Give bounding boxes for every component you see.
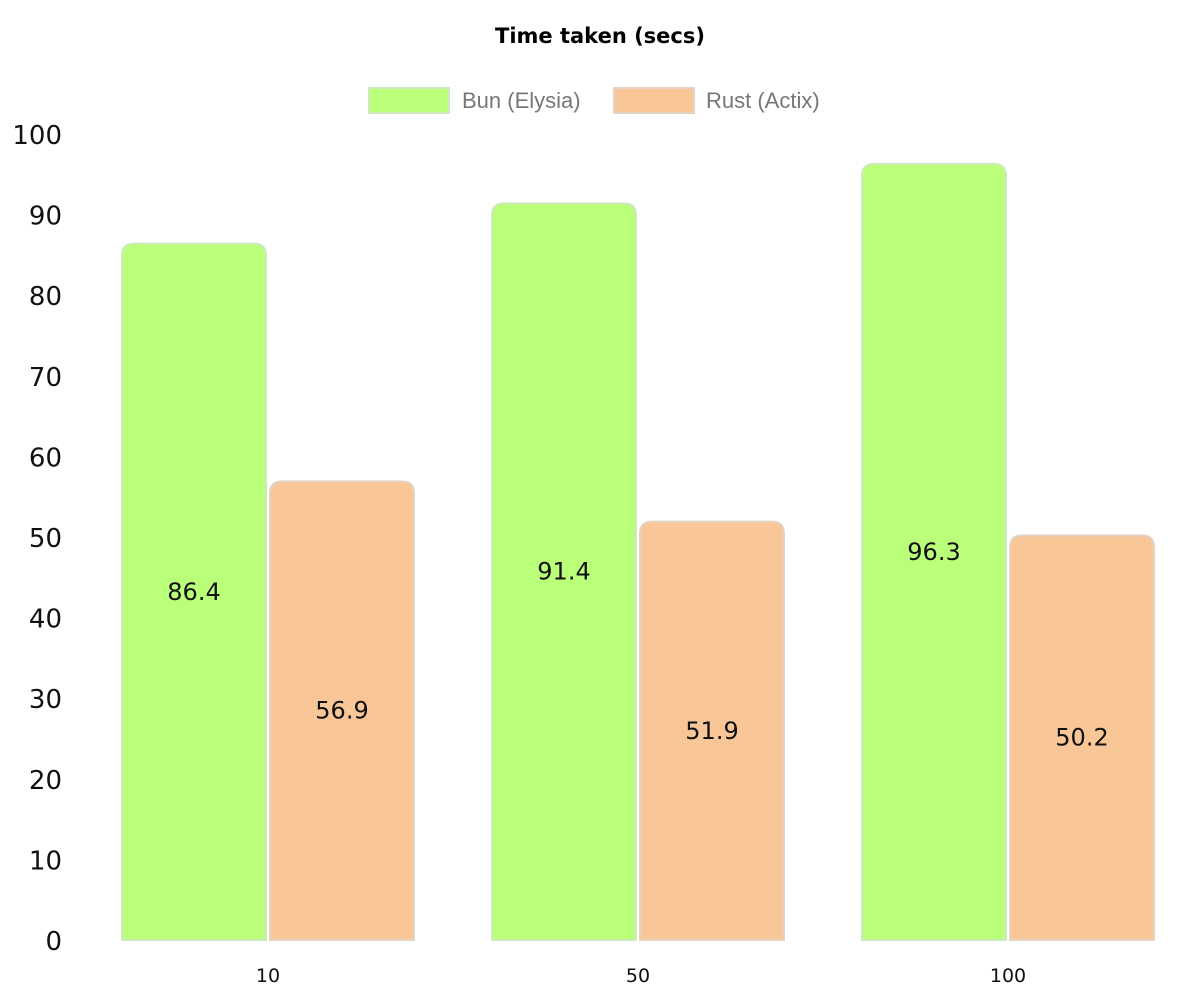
y-tick-label-90: 90 (29, 202, 62, 232)
legend-label-bun-elysia: Bun (Elysia) (462, 88, 581, 113)
x-tick-label-100: 100 (990, 965, 1026, 987)
y-tick-label-30: 30 (29, 685, 62, 715)
y-tick-label-20: 20 (29, 766, 62, 796)
y-tick-label-0: 0 (45, 927, 62, 957)
bar-labels: 86.4 56.9 91.4 51.9 96.3 50.2 (167, 538, 1108, 752)
bar-value-label-rust-actix-50: 51.9 (685, 717, 738, 745)
x-axis: 10 50 100 (256, 965, 1026, 987)
x-tick-label-50: 50 (626, 965, 650, 987)
y-tick-label-10: 10 (29, 846, 62, 876)
bar-value-label-bun-elysia-100: 96.3 (907, 538, 960, 566)
legend-swatch-rust-actix (613, 87, 695, 114)
bar-bun-elysia-100 (861, 162, 1007, 941)
bar-rust-actix-100 (1009, 534, 1155, 941)
chart-title: Time taken (secs) (495, 24, 705, 48)
bar-value-label-bun-elysia-50: 91.4 (537, 558, 590, 586)
bars (121, 162, 1155, 941)
bar-value-label-rust-actix-100: 50.2 (1055, 724, 1108, 752)
y-tick-label-80: 80 (29, 282, 62, 312)
legend-swatch-bun-elysia (368, 87, 450, 114)
bar-value-label-rust-actix-10: 56.9 (315, 697, 368, 725)
x-tick-label-10: 10 (256, 965, 280, 987)
bar-bun-elysia-50 (491, 202, 637, 941)
y-tick-label-50: 50 (29, 524, 62, 554)
legend-label-rust-actix: Rust (Actix) (706, 88, 820, 113)
legend: Bun (Elysia) Rust (Actix) (368, 87, 820, 114)
y-axis: 0 10 20 30 40 50 60 70 80 90 100 (12, 121, 62, 957)
bar-bun-elysia-10 (121, 242, 267, 941)
y-tick-label-70: 70 (29, 363, 62, 393)
y-tick-label-60: 60 (29, 443, 62, 473)
bar-value-label-bun-elysia-10: 86.4 (167, 578, 220, 606)
bar-rust-actix-50 (639, 520, 785, 941)
y-tick-label-40: 40 (29, 605, 62, 635)
y-tick-label-100: 100 (12, 121, 62, 151)
bar-rust-actix-10 (269, 480, 415, 941)
